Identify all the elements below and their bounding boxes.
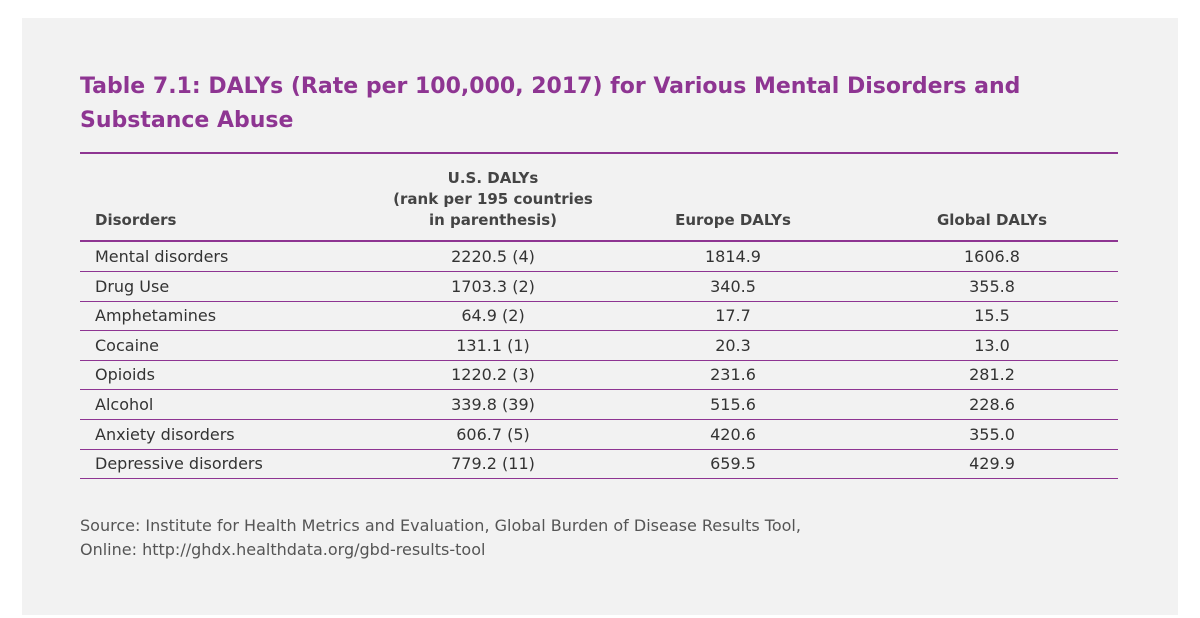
row-rule — [80, 300, 1118, 302]
cell: 64.9 (2) — [461, 306, 525, 326]
cell: 131.1 (1) — [456, 335, 530, 355]
row-rule — [80, 271, 1118, 272]
row-rule — [80, 419, 1118, 420]
cell: 1220.2 (3) — [451, 365, 535, 385]
row-rule — [80, 389, 1118, 391]
row-rule — [80, 359, 1118, 361]
cell: 1703.3 (2) — [451, 276, 535, 296]
row-label: Depressive disorders — [95, 454, 263, 474]
source: Source: Institute for Health Metrics and… — [80, 516, 801, 535]
title: Table 7.1: DALYs (Rate per 100,000, 2017… — [80, 74, 1021, 99]
column-header: Europe DALYs — [675, 211, 791, 229]
cell: 228.6 — [969, 395, 1015, 414]
cell: 355.8 — [969, 276, 1015, 296]
header-top-rule — [80, 152, 1118, 154]
row-rule — [80, 330, 1118, 332]
column-header: Disorders — [95, 211, 177, 229]
column-header: in parenthesis) — [428, 211, 558, 229]
cell: 17.7 — [715, 306, 751, 326]
cell: 281.2 — [969, 365, 1015, 385]
cell: 15.5 — [974, 306, 1010, 326]
row-rule — [80, 448, 1118, 450]
source: Online: http://ghdx.healthdata.org/gbd-r… — [80, 540, 486, 559]
cell: 606.7 (5) — [456, 424, 530, 444]
row-label: Drug Use — [95, 276, 170, 296]
column-header: U.S. DALYs — [447, 169, 539, 187]
column-header: Global DALYs — [936, 211, 1048, 229]
cell: 339.8 (39) — [451, 395, 535, 414]
row-label: Mental disorders — [95, 247, 229, 266]
cell: 355.0 — [969, 424, 1015, 444]
cell: 515.6 — [710, 395, 756, 414]
row-label: Opioids — [95, 365, 155, 385]
cell: 429.9 — [969, 454, 1015, 474]
cell: 779.2 (11) — [451, 454, 535, 474]
row-label: Amphetamines — [95, 306, 217, 326]
row-label: Alcohol — [95, 395, 154, 414]
cell: 20.3 — [715, 335, 751, 355]
title: Substance Abuse — [80, 108, 294, 133]
row-rule — [80, 478, 1118, 480]
cell: 231.6 — [710, 365, 756, 385]
cell: 13.0 — [974, 335, 1010, 355]
cell: 1606.8 — [964, 247, 1020, 266]
cell: 340.5 — [710, 276, 756, 296]
column-header: (rank per 195 countries — [393, 190, 593, 208]
header-bottom-rule — [80, 240, 1118, 242]
panel — [22, 18, 1178, 615]
cell: 659.5 — [710, 454, 756, 474]
row-label: Cocaine — [95, 335, 159, 355]
row-label: Anxiety disorders — [95, 424, 235, 444]
cell: 2220.5 (4) — [451, 247, 535, 266]
cell: 420.6 — [710, 424, 756, 444]
cell: 1814.9 — [705, 247, 761, 266]
